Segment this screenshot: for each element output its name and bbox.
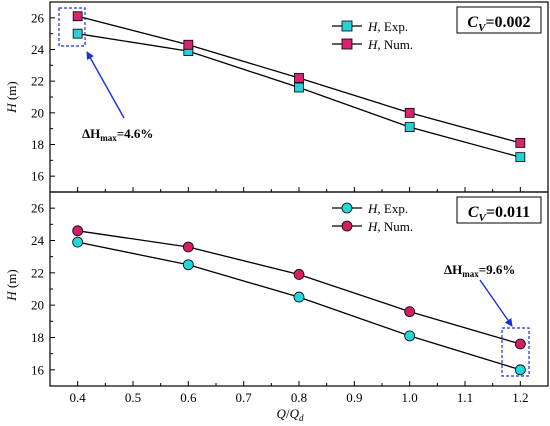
top-y-axis-label: H (m) (4, 81, 19, 113)
bottom-y-axis-label: H (m) (4, 269, 19, 301)
top-legend-exp-marker (342, 21, 352, 31)
top-legend-num-marker (342, 39, 352, 49)
bottom-point-exp (73, 237, 83, 247)
bottom-point-num (294, 269, 304, 279)
bottom-legend: H, Exp. H, Num. (332, 201, 413, 234)
x-tick-label: 1.1 (457, 390, 473, 405)
bottom-point-exp (405, 331, 415, 341)
x-tick-label: 0.8 (291, 390, 307, 405)
bottom-point-num (515, 339, 525, 349)
bottom-y-tick-label: 16 (31, 362, 45, 377)
bottom-point-num (405, 307, 415, 317)
x-tick-label: 0.9 (346, 390, 362, 405)
top-y-tick-label: 18 (31, 137, 44, 152)
top-annotation-label: ΔHmax=4.6% (82, 126, 153, 143)
bottom-point-num (183, 242, 193, 252)
bottom-y-tick-label: 20 (31, 298, 44, 313)
x-tick-label: 1.0 (402, 390, 418, 405)
top-point-num (295, 74, 304, 83)
bottom-panel: H (m) H, Exp. H, Num. CV=0.011 ΔHmax=9.6… (4, 197, 541, 376)
x-tick-label: 0.6 (180, 390, 197, 405)
top-y-tick-label: 24 (31, 42, 45, 57)
bottom-point-exp (183, 260, 193, 270)
top-point-num (73, 12, 82, 21)
top-annotation-arrow (87, 52, 124, 118)
bottom-legend-exp-marker (342, 203, 352, 213)
x-tick-label: 1.2 (512, 390, 528, 405)
x-tick-label: 0.4 (70, 390, 87, 405)
top-point-exp (516, 153, 525, 162)
bottom-annotation-label: ΔHmax=9.6% (444, 262, 515, 279)
bottom-annotation-arrow (480, 280, 512, 326)
x-tick-label: 0.7 (236, 390, 253, 405)
top-legend: H, Exp. H, Num. (332, 19, 413, 52)
bottom-point-num (73, 226, 83, 236)
top-y-tick-label: 22 (31, 74, 44, 89)
top-point-exp (295, 83, 304, 92)
bottom-point-exp (515, 365, 525, 375)
x-axis-label: Q/Qd (277, 406, 304, 423)
top-point-num (184, 40, 193, 49)
bottom-point-exp (294, 292, 304, 302)
bottom-series-line-num (78, 231, 521, 344)
bottom-y-tick-label: 18 (31, 330, 44, 345)
x-tick-label: 0.5 (125, 390, 141, 405)
top-point-exp (73, 29, 82, 38)
bottom-legend-num-label: H, Num. (367, 219, 413, 234)
bottom-y-tick-label: 26 (31, 201, 45, 216)
bottom-y-tick-label: 24 (31, 233, 45, 248)
top-panel: H (m) H, Exp. H, Num. CV=0.002 ΔHmax=4.6… (4, 7, 541, 143)
top-point-exp (405, 123, 414, 132)
top-legend-exp-label: H, Exp. (367, 19, 408, 34)
top-point-num (405, 108, 414, 117)
top-y-tick-label: 26 (31, 10, 45, 25)
top-point-num (516, 138, 525, 147)
top-legend-num-label: H, Num. (367, 37, 413, 52)
bottom-legend-num-marker (342, 221, 352, 231)
bottom-legend-exp-label: H, Exp. (367, 201, 408, 216)
bottom-y-tick-label: 22 (31, 265, 44, 280)
top-y-tick-label: 16 (31, 169, 45, 184)
top-y-tick-label: 20 (31, 105, 44, 120)
